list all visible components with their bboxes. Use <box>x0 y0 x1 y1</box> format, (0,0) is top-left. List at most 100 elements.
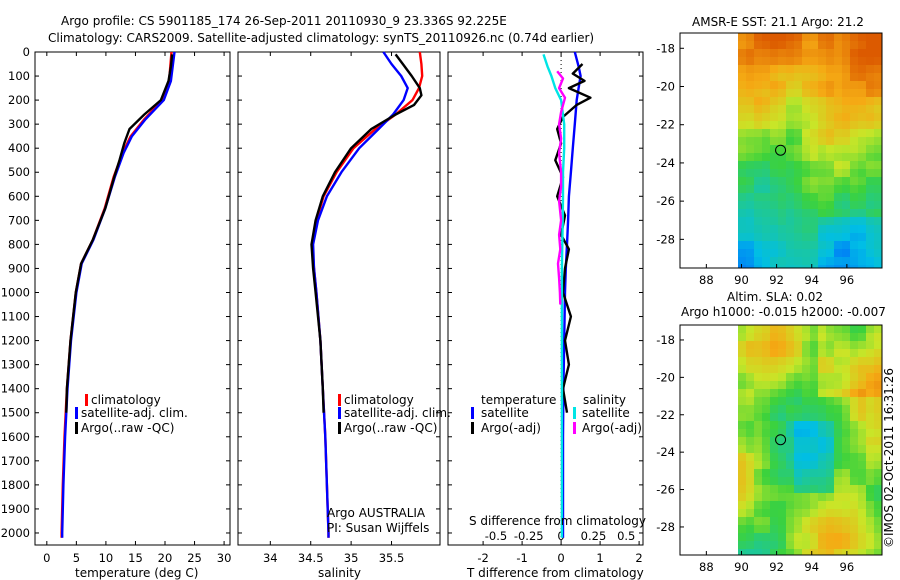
sla-map-panel: 88 90 92 94 96 -18 -20 -22 -24 -26 -28 <box>656 324 883 574</box>
map-cell <box>850 389 859 398</box>
map-cell <box>858 185 867 194</box>
map-cell <box>842 349 851 358</box>
map-cell <box>794 33 803 42</box>
map-cell <box>754 225 763 234</box>
map-cell <box>786 145 795 154</box>
map-cell <box>786 57 795 66</box>
map-cell <box>834 485 843 494</box>
map-cell <box>826 185 835 194</box>
map-cell <box>858 349 867 358</box>
map-cell <box>738 49 747 58</box>
map-cell <box>842 445 851 454</box>
map-cell <box>810 493 819 502</box>
map-cell <box>826 169 835 178</box>
map-cell <box>762 549 771 556</box>
map-cell <box>754 485 763 494</box>
map-cell <box>858 493 867 502</box>
map-cell <box>754 201 763 210</box>
y-tick-label: 1500 <box>1 406 30 420</box>
pi-label: PI: Susan Wijffels <box>327 521 429 535</box>
map-cell <box>874 357 883 366</box>
map-cell <box>826 225 835 234</box>
map-cell <box>818 437 827 446</box>
map-cell <box>794 469 803 478</box>
map-cell <box>802 137 811 146</box>
map-cell <box>818 105 827 114</box>
map-cell <box>866 413 875 422</box>
map-cell <box>754 533 763 542</box>
map-cell <box>770 185 779 194</box>
map-cell <box>834 193 843 202</box>
map-cell <box>826 89 835 98</box>
map-cell <box>810 365 819 374</box>
map-cell <box>858 49 867 58</box>
map-cell <box>746 201 755 210</box>
map-cell <box>786 413 795 422</box>
map-cell <box>826 341 835 350</box>
legend-swatch-t-satellite <box>471 407 474 419</box>
map-cell <box>866 193 875 202</box>
map-cell <box>746 257 755 266</box>
map-cell <box>770 41 779 50</box>
map-cell <box>866 233 875 242</box>
map-cell <box>770 201 779 210</box>
map-x-tick-label: 96 <box>840 560 855 574</box>
map-cell <box>874 397 883 406</box>
map-cell <box>850 325 859 334</box>
map-cell <box>762 541 771 550</box>
map-cell <box>778 501 787 510</box>
map-cell <box>826 357 835 366</box>
map-cell <box>762 325 771 334</box>
map-cell <box>810 421 819 430</box>
map-cell <box>826 33 835 42</box>
map-cell <box>794 41 803 50</box>
map-cell <box>810 357 819 366</box>
temperature-legend: climatology satellite-adj. clim. Argo(..… <box>75 393 188 435</box>
map-cell <box>842 217 851 226</box>
map-cell <box>754 477 763 486</box>
map-cell <box>826 325 835 334</box>
map-cell <box>778 233 787 242</box>
map-cell <box>810 509 819 518</box>
map-cell <box>738 185 747 194</box>
map-cell <box>842 209 851 218</box>
map-cell <box>834 185 843 194</box>
map-cell <box>778 461 787 470</box>
map-cell <box>810 129 819 138</box>
map-cell <box>762 493 771 502</box>
map-cell <box>874 225 883 234</box>
map-cell <box>738 341 747 350</box>
map-cell <box>826 477 835 486</box>
map-cell <box>754 365 763 374</box>
map-cell <box>738 365 747 374</box>
map-cell <box>746 185 755 194</box>
map-cell <box>778 333 787 342</box>
argo-australia-label: Argo AUSTRALIA <box>327 506 426 520</box>
map-cell <box>866 365 875 374</box>
map-cell <box>802 201 811 210</box>
map-cell <box>842 429 851 438</box>
map-cell <box>818 349 827 358</box>
map-cell <box>858 113 867 122</box>
map-cell <box>810 325 819 334</box>
map-cell <box>794 113 803 122</box>
map-cell <box>810 65 819 74</box>
map-cell <box>770 341 779 350</box>
top-x-tick-label: 0.25 <box>581 529 607 543</box>
title-line-1: Argo profile: CS 5901185_174 26-Sep-2011… <box>61 14 507 28</box>
map-cell <box>762 177 771 186</box>
map-cell <box>850 421 859 430</box>
map-cell <box>762 185 771 194</box>
map-cell <box>842 225 851 234</box>
map-cell <box>802 413 811 422</box>
map-cell <box>858 241 867 250</box>
map-cell <box>802 493 811 502</box>
map-cell <box>754 333 763 342</box>
map-cell <box>754 49 763 58</box>
map-cell <box>794 461 803 470</box>
map-cell <box>738 41 747 50</box>
map-cell <box>858 341 867 350</box>
map-cell <box>850 113 859 122</box>
map-cell <box>818 341 827 350</box>
map-cell <box>778 257 787 266</box>
